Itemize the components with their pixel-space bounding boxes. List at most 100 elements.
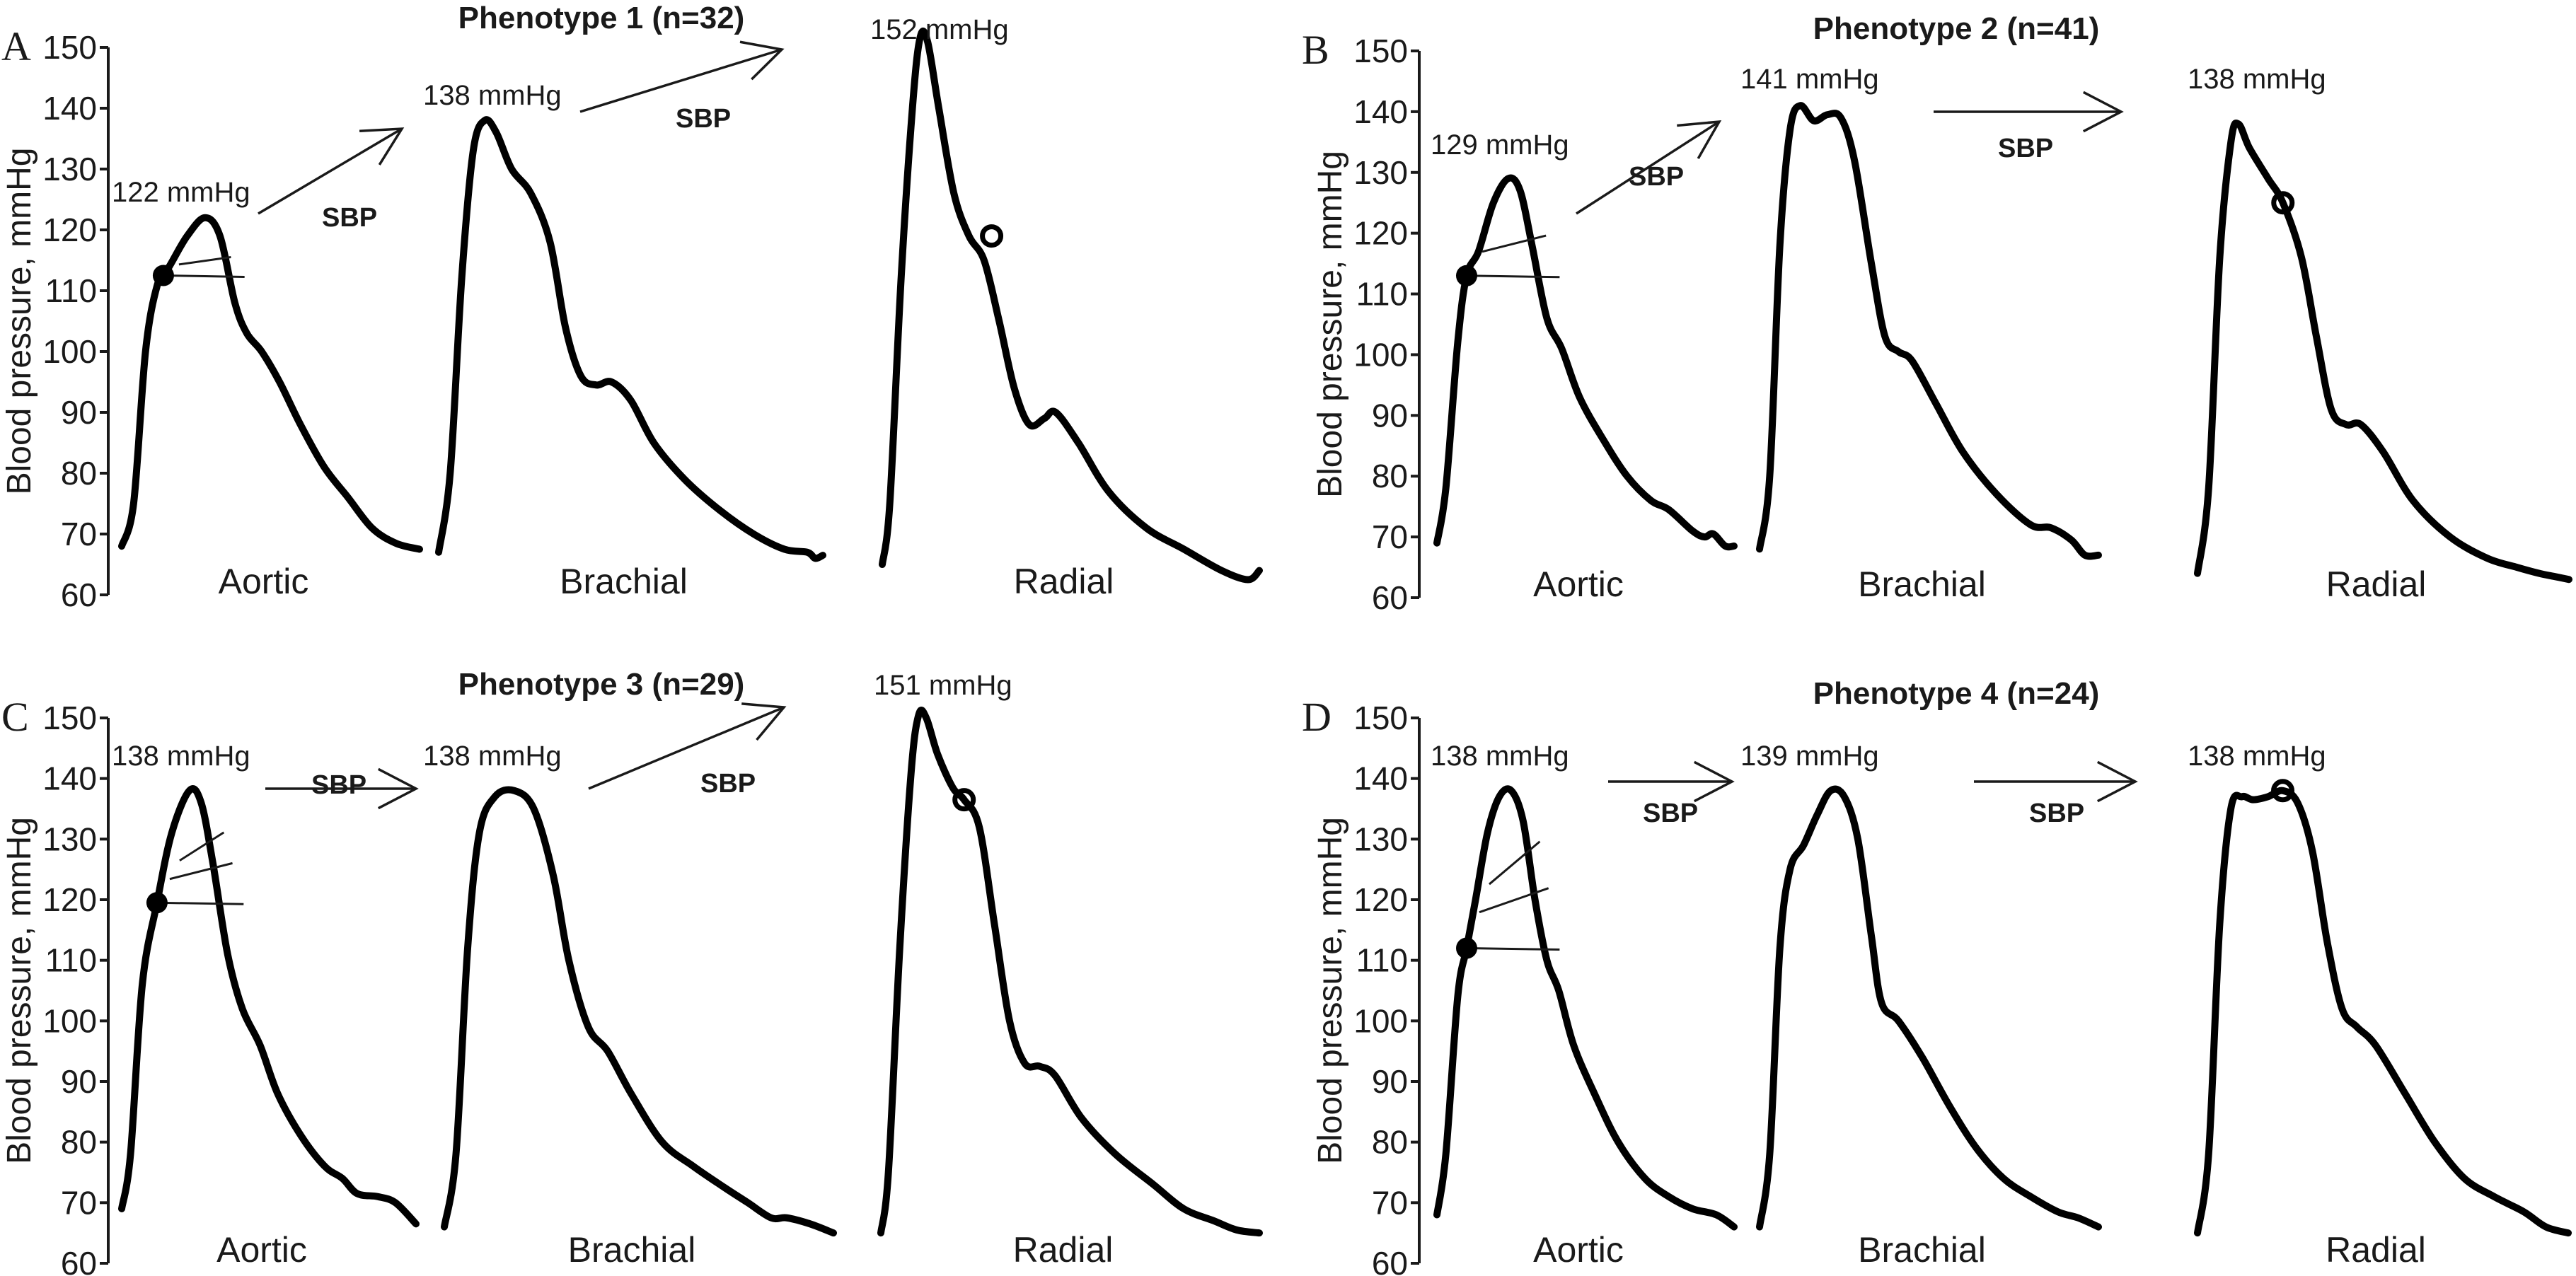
sbp-arrow-shaft — [588, 706, 785, 790]
hatch-line — [1482, 234, 1547, 253]
sbp-label: SBP — [676, 104, 731, 134]
peak-label: 138 mmHg — [423, 80, 562, 111]
panel-d: D Phenotype 4 (n=24) 60 70 80 90 100 110 120 130 1… — [1302, 676, 2572, 1276]
panel-title: Phenotype 4 (n=24) — [1813, 676, 2100, 711]
sbp-arrow-shaft — [1576, 120, 1720, 215]
y-tick-label: 80 — [61, 1124, 97, 1161]
site-label: Brachial — [568, 1230, 696, 1270]
waveform-aortic — [1433, 174, 1738, 551]
y-tick-label: 120 — [1353, 215, 1408, 252]
y-tick-label: 60 — [61, 1245, 97, 1276]
y-tick-label: 90 — [1372, 1063, 1408, 1100]
hatch-line — [169, 862, 233, 881]
augmentation-marker-filled — [1456, 265, 1477, 286]
y-tick-label: 90 — [1372, 397, 1408, 434]
y-tick-label: 140 — [1353, 760, 1408, 797]
y-tick-label: 140 — [42, 760, 97, 797]
y-tick-label: 70 — [1372, 518, 1408, 555]
site-label: Brachial — [560, 562, 688, 601]
y-tick-label: 100 — [42, 1002, 97, 1039]
y-tick-label: 60 — [1372, 1245, 1408, 1276]
waveform-brachial — [435, 116, 826, 562]
sbp-label: SBP — [1998, 134, 2053, 163]
panel-letter: C — [1, 694, 29, 740]
sbp-label: SBP — [1629, 162, 1684, 192]
panel-b: B Phenotype 2 (n=41) 60 70 80 90 100 110 120 130 1… — [1302, 11, 2572, 616]
augmentation-marker-open — [980, 224, 1004, 248]
waveform-aortic — [118, 785, 420, 1228]
site-label: Brachial — [1858, 564, 1986, 604]
y-tick-label: 120 — [42, 881, 97, 918]
augmentation-marker-open — [952, 788, 976, 812]
sbp-arrow-head — [741, 702, 787, 741]
y-tick-label: 120 — [42, 211, 97, 248]
y-tick-label: 110 — [1356, 942, 1408, 979]
sbp-arrow-shaft — [579, 48, 782, 113]
augmentation-marker-filled — [146, 892, 168, 914]
y-tick-label: 130 — [1353, 820, 1408, 857]
site-label: Aortic — [219, 562, 309, 601]
y-tick-label: 150 — [1353, 700, 1408, 736]
hatch-line — [156, 901, 244, 905]
y-tick-label: 60 — [1372, 579, 1408, 616]
y-axis-title: Blood pressure, mmHg — [1, 817, 38, 1164]
augmentation-marker-open — [2271, 779, 2295, 803]
peak-label: 151 mmHg — [874, 670, 1012, 701]
sbp-arrow-head — [1693, 760, 1735, 803]
waveform-radial — [2194, 120, 2572, 584]
site-label: Aortic — [1533, 1230, 1624, 1270]
waveform-aortic — [1433, 785, 1738, 1231]
y-tick-label: 70 — [61, 1184, 97, 1221]
panel-letter: A — [1, 23, 31, 69]
peak-label: 152 mmHg — [870, 14, 1009, 45]
augmentation-marker-filled — [152, 265, 174, 286]
site-label: Radial — [1013, 1230, 1114, 1270]
hatch-line — [1489, 840, 1541, 886]
sbp-label: SBP — [700, 769, 756, 799]
panel-c: C Phenotype 3 (n=29) 60 70 80 90 100 110 120 130 1… — [1, 667, 1263, 1276]
y-tick-label: 60 — [61, 576, 97, 613]
y-tick-label: 140 — [1353, 93, 1408, 130]
peak-label: 138 mmHg — [423, 741, 562, 772]
peak-label: 141 mmHg — [1740, 64, 1879, 95]
sbp-arrow-head — [359, 127, 405, 166]
waveform-radial — [879, 28, 1263, 584]
panel-title: Phenotype 2 (n=41) — [1813, 11, 2100, 46]
hatch-line — [178, 255, 231, 266]
site-label: Brachial — [1858, 1230, 1986, 1270]
sbp-label: SBP — [322, 203, 377, 233]
waveform-radial — [2194, 787, 2572, 1237]
site-label: Radial — [2326, 564, 2427, 604]
sbp-arrow-head — [2096, 760, 2138, 803]
y-tick-label: 90 — [61, 394, 97, 431]
y-tick-label: 70 — [1372, 1184, 1408, 1221]
y-tick-label: 140 — [42, 90, 97, 127]
y-tick-label: 120 — [1353, 881, 1408, 918]
y-tick-label: 150 — [1353, 33, 1408, 69]
waveform-brachial — [1756, 785, 2102, 1231]
y-tick-label: 110 — [1356, 276, 1408, 313]
sbp-label: SBP — [311, 770, 366, 800]
hatch-line — [1479, 887, 1549, 914]
peak-label: 138 mmHg — [1431, 741, 1569, 772]
y-tick-label: 80 — [1372, 1124, 1408, 1161]
hatch-line — [163, 274, 245, 278]
hatch-line — [179, 831, 225, 862]
augmentation-marker-filled — [1456, 937, 1477, 959]
sbp-arrow-head — [377, 767, 419, 810]
sbp-arrow-shaft — [258, 127, 403, 215]
panel-title: Phenotype 1 (n=32) — [458, 1, 745, 35]
y-axis-title: Blood pressure, mmHg — [1312, 817, 1349, 1164]
peak-label: 138 mmHg — [2188, 64, 2326, 95]
sbp-arrow-head — [1677, 120, 1722, 159]
y-tick-label: 150 — [42, 700, 97, 736]
sbp-arrow-head — [739, 40, 785, 81]
y-tick-label: 130 — [42, 820, 97, 857]
y-tick-label: 70 — [61, 516, 97, 552]
waveform-aortic — [118, 214, 423, 553]
sbp-arrow-head — [2082, 91, 2124, 133]
sbp-label: SBP — [2029, 799, 2084, 828]
peak-label: 138 mmHg — [2188, 741, 2326, 772]
y-tick-label: 110 — [45, 942, 97, 979]
hatch-line — [1466, 947, 1560, 951]
